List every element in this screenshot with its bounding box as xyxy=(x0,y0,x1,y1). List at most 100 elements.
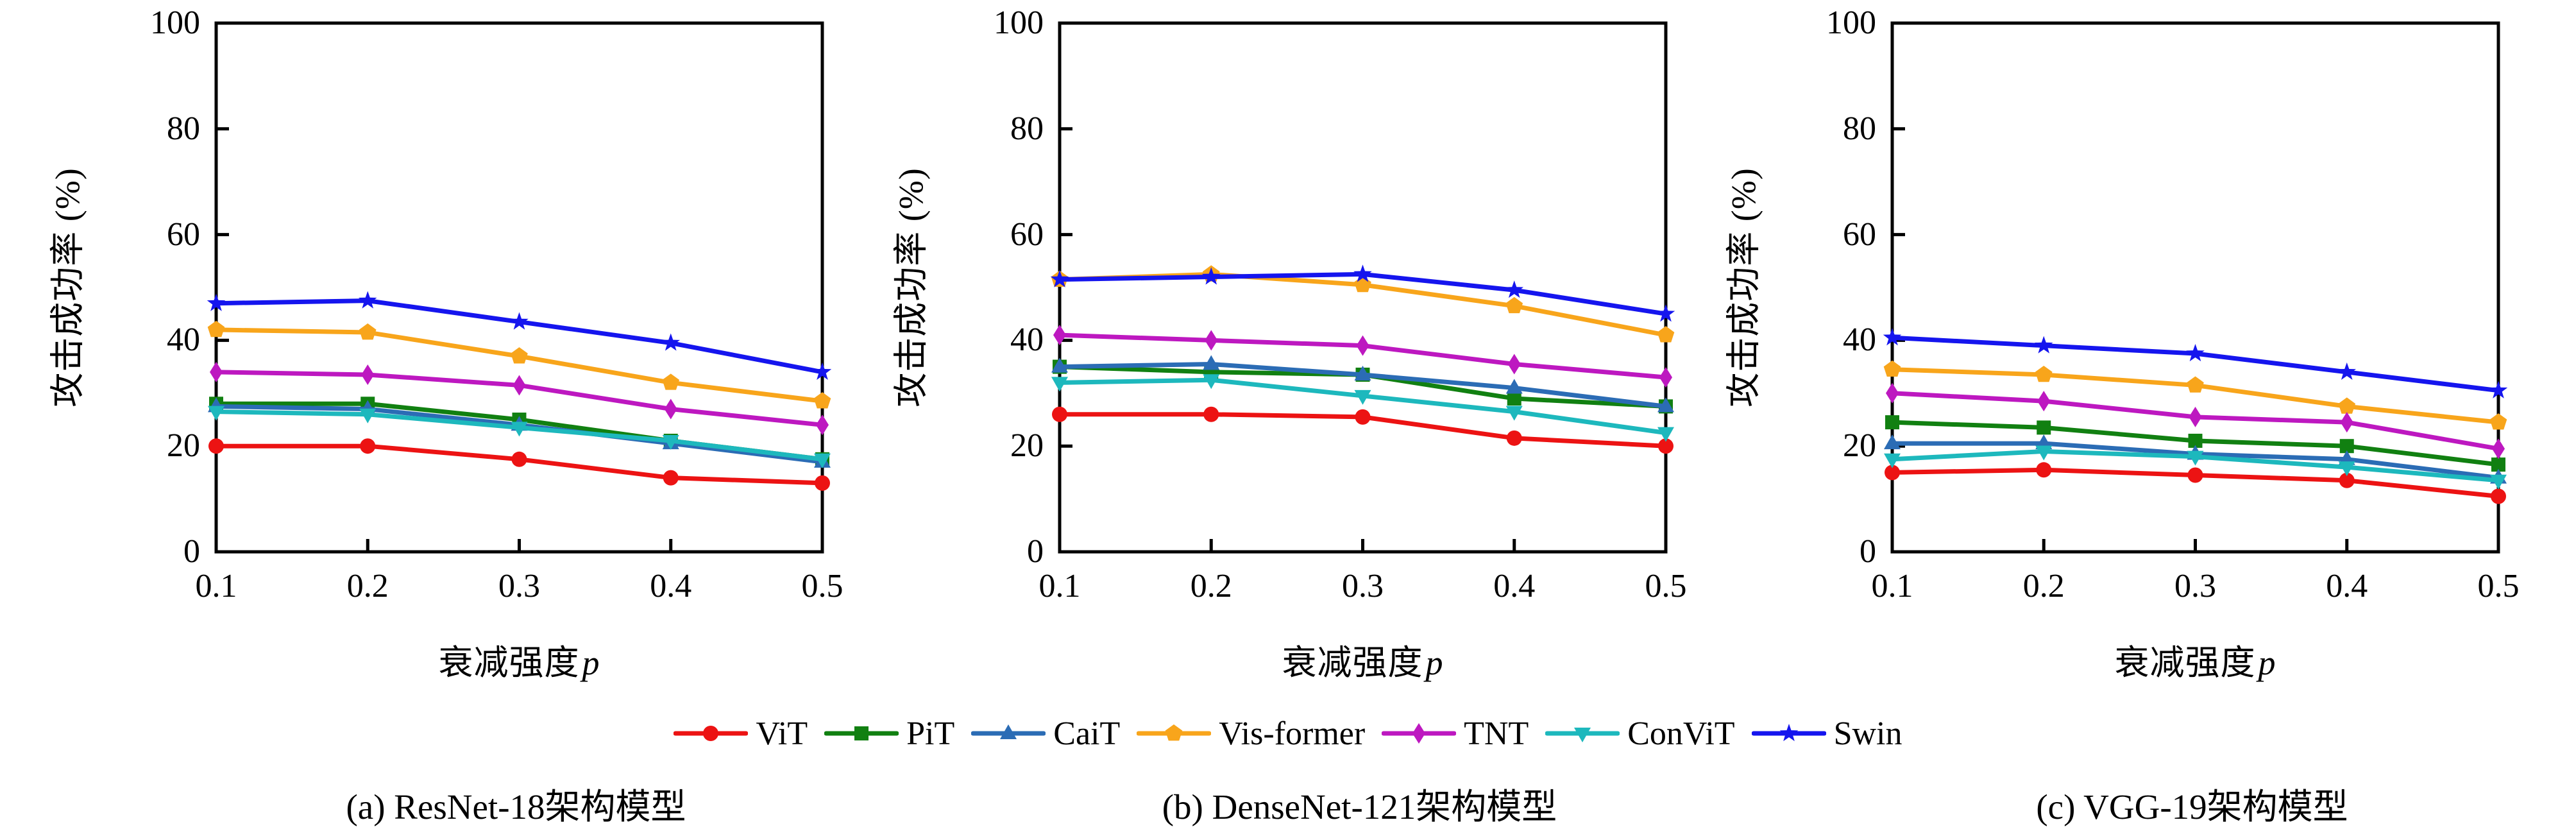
legend-key xyxy=(1545,728,1620,742)
y-tick-label: 20 xyxy=(1010,427,1044,465)
x-tick-label: 0.2 xyxy=(1190,568,1232,604)
y-axis-label: 攻击成功率 (%) xyxy=(883,167,933,407)
series-vis-former xyxy=(207,320,831,409)
diamond-marker-icon xyxy=(2037,391,2051,412)
square-marker-icon xyxy=(1885,415,1899,430)
triangle-up-marker-icon xyxy=(1884,434,1901,450)
y-tick-label: 60 xyxy=(1843,216,1876,253)
triangle-up-marker-icon xyxy=(1505,379,1523,394)
triangle-up-marker-icon xyxy=(1354,365,1371,380)
star-marker-icon xyxy=(1656,304,1675,322)
star-marker-icon xyxy=(358,291,377,309)
diamond-marker-icon xyxy=(1205,330,1218,351)
star-marker-icon xyxy=(813,362,832,380)
x-tick-label: 0.1 xyxy=(195,568,237,604)
x-tick-label: 0.2 xyxy=(346,568,389,604)
circle-marker-icon xyxy=(703,726,719,741)
triangle-up-marker-icon xyxy=(2338,450,2355,465)
legend-key xyxy=(1382,723,1457,744)
series-cait xyxy=(1051,355,1674,413)
y-tick-label: 0 xyxy=(183,533,200,570)
legend-label: Swin xyxy=(1833,715,1902,752)
legend-key xyxy=(1751,724,1826,742)
legend-key xyxy=(824,726,899,740)
y-tick-label: 100 xyxy=(150,4,200,41)
diamond-marker-icon xyxy=(2189,406,2202,427)
diamond-marker-icon xyxy=(1053,325,1066,346)
legend-label: PiT xyxy=(906,715,955,752)
y-tick-label: 100 xyxy=(994,4,1044,41)
series-pit xyxy=(1885,415,2505,472)
pentagon-marker-icon xyxy=(2187,376,2204,393)
legend: ViT PiT CaiT Vis-former TNT ConViT Swin xyxy=(0,711,2576,756)
series-tnt xyxy=(1053,325,1672,388)
y-tick-label: 40 xyxy=(1843,321,1876,359)
x-tick-label: 0.3 xyxy=(498,568,540,604)
pentagon-marker-icon xyxy=(2489,413,2507,430)
star-marker-icon xyxy=(207,293,226,311)
chart-panel-a: 攻击成功率 (%) 衰减强度p (a) ResNet-18架构模型 0 20 40 6… xyxy=(24,0,854,829)
star-marker-icon xyxy=(510,312,529,330)
plot-area xyxy=(1050,21,1675,554)
legend-label: ViT xyxy=(756,715,808,752)
triangle-down-marker-icon xyxy=(208,406,225,421)
triangle-down-marker-icon xyxy=(814,453,831,468)
pentagon-marker-icon xyxy=(2338,397,2356,414)
series-convit xyxy=(1884,445,2507,490)
pentagon-marker-icon xyxy=(1354,275,1371,293)
circle-marker-icon xyxy=(1203,406,1219,422)
legend-label: CaiT xyxy=(1053,715,1121,752)
y-tick-label: 80 xyxy=(1010,110,1044,147)
square-marker-icon xyxy=(2339,439,2354,454)
x-tick-label: 0.4 xyxy=(1493,568,1536,604)
x-tick-label: 0.5 xyxy=(1645,568,1687,604)
series-convit xyxy=(1051,374,1674,442)
diamond-marker-icon xyxy=(513,375,526,396)
y-tick-label: 20 xyxy=(167,427,200,465)
star-marker-icon xyxy=(1883,328,1902,346)
diamond-marker-icon xyxy=(361,364,375,385)
diamond-marker-icon xyxy=(664,398,677,420)
x-tick-label: 0.1 xyxy=(1871,568,1913,604)
triangle-down-marker-icon xyxy=(1574,728,1591,742)
legend-label: ConViT xyxy=(1627,715,1735,752)
triangle-down-marker-icon xyxy=(1051,377,1068,392)
panel-caption-a: (a) ResNet-18架构模型 xyxy=(346,787,686,826)
triangle-down-marker-icon xyxy=(1505,406,1523,421)
y-axis-label-text: 攻击成功率 (%) xyxy=(892,167,931,407)
triangle-down-marker-icon xyxy=(2035,445,2053,461)
y-tick-label: 100 xyxy=(1826,4,1876,41)
circle-marker-icon xyxy=(360,438,376,454)
triangle-down-marker-icon xyxy=(1354,389,1371,405)
series-line xyxy=(1057,377,1668,436)
series-vit xyxy=(1885,462,2506,504)
circle-marker-icon xyxy=(2187,467,2203,483)
legend-item-tnt: TNT xyxy=(1382,715,1529,753)
star-marker-icon xyxy=(1201,267,1221,285)
square-marker-icon xyxy=(854,726,869,740)
series-vit xyxy=(208,438,830,491)
circle-marker-icon xyxy=(2339,472,2355,488)
triangle-up-marker-icon xyxy=(2035,434,2053,450)
y-tick-label: 0 xyxy=(1860,533,1876,570)
legend-item-pit: PiT xyxy=(824,715,954,753)
triangle-down-marker-icon xyxy=(1657,427,1674,442)
x-tick-label: 0.3 xyxy=(1342,568,1384,604)
square-marker-icon xyxy=(2491,457,2505,472)
circle-marker-icon xyxy=(815,475,830,491)
pentagon-marker-icon xyxy=(1657,326,1675,343)
star-marker-icon xyxy=(2489,380,2508,398)
plot-area xyxy=(1883,21,2508,554)
star-marker-icon xyxy=(2337,362,2357,380)
x-tick-label: 0.2 xyxy=(2022,568,2065,604)
pentagon-marker-icon xyxy=(207,320,225,338)
square-marker-icon xyxy=(2037,420,2051,435)
y-tick-label: 0 xyxy=(1027,533,1044,570)
circle-marker-icon xyxy=(2491,488,2506,504)
x-tick-label: 0.1 xyxy=(1038,568,1081,604)
triangle-up-marker-icon xyxy=(1000,724,1017,739)
pentagon-marker-icon xyxy=(813,392,831,409)
star-marker-icon xyxy=(1353,264,1372,282)
series-tnt xyxy=(1886,382,2505,459)
series-vis-former xyxy=(1883,360,2507,430)
